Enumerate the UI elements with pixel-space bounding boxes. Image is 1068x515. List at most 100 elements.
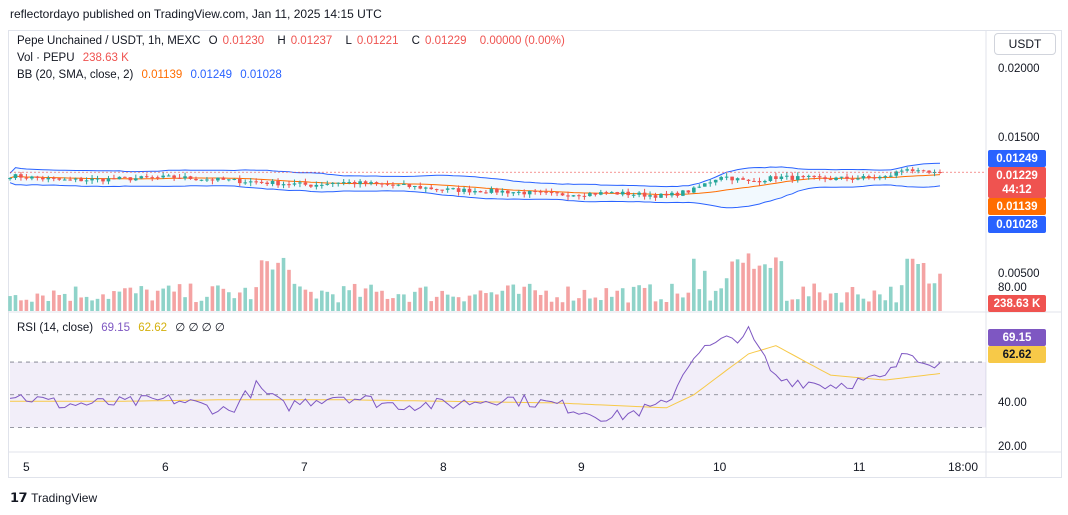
volume-bar [730, 261, 734, 311]
volume-bar [692, 258, 696, 311]
candle-body [516, 191, 521, 193]
symbol-legend[interactable]: Pepe Unchained / USDT, 1h, MEXC O 0.01230… [17, 35, 570, 47]
volume-bar [128, 287, 133, 311]
candle-body [467, 188, 472, 193]
rsi-tag: 69.15 [988, 329, 1046, 346]
candle-body [779, 176, 784, 180]
candle-body [785, 175, 789, 177]
volume-bar [560, 302, 565, 311]
candle-body [30, 176, 34, 179]
candle-body [101, 178, 105, 182]
bb-basis-tag: 0.01139 [988, 198, 1046, 215]
last-price: 0.01229 [996, 169, 1038, 182]
time-axis-label: 8 [440, 460, 447, 474]
candle-body [741, 178, 745, 180]
volume-bar [806, 296, 811, 311]
rsi-legend[interactable]: RSI (14, close) 69.15 62.62 ∅ ∅ ∅ ∅ [17, 320, 230, 334]
candle-body [347, 182, 351, 184]
candle-body [692, 187, 696, 193]
volume-bar [62, 293, 67, 311]
candle-body [287, 184, 291, 186]
volume-bar [237, 292, 242, 311]
candle-body [320, 184, 324, 186]
volume-bar [155, 290, 160, 311]
candle-body [57, 178, 62, 180]
candle-body [713, 179, 718, 183]
candle-body [823, 177, 827, 180]
candle-body [642, 192, 647, 197]
volume-bar [533, 290, 537, 311]
rsi-label: RSI (14, close) [17, 322, 94, 334]
candle-body [593, 193, 598, 195]
candle-body [13, 174, 18, 179]
time-axis-label: 6 [162, 460, 169, 474]
volume-bar [681, 297, 685, 311]
candle-body [506, 190, 510, 194]
volume-bar [57, 294, 62, 311]
volume-bar [817, 292, 822, 311]
candle-body [95, 178, 100, 180]
bb-legend[interactable]: BB (20, SMA, close, 2) 0.01139 0.01249 0… [17, 69, 287, 81]
candle-body [484, 192, 488, 194]
volume-bar [795, 299, 800, 311]
candle-body [402, 183, 406, 185]
candle-body [396, 184, 401, 186]
volume-bar [363, 288, 368, 311]
candle-body [462, 188, 466, 192]
published-header: reflectordayo published on TradingView.c… [10, 7, 382, 21]
volume-bar [839, 302, 844, 311]
chart-frame[interactable] [8, 30, 1062, 478]
volume-bar [489, 292, 494, 311]
tradingview-footer[interactable]: 𝟭𝟳 TradingView [10, 490, 97, 506]
volume-bar [473, 294, 477, 311]
time-axis-label: 10 [713, 460, 727, 474]
volume-bar [478, 290, 483, 311]
candle-body [106, 178, 111, 182]
volume-legend[interactable]: Vol · PEPU 238.63 K [17, 52, 134, 64]
volume-bar [916, 264, 920, 311]
volume-bar [724, 278, 729, 311]
candle-body [850, 178, 855, 180]
candle-body [35, 176, 40, 178]
symbol-title[interactable]: Pepe Unchained / USDT, 1h, MEXC [17, 35, 201, 47]
candle-body [522, 191, 527, 195]
candle-body [336, 182, 341, 184]
volume-bar [544, 290, 548, 311]
volume-bar [112, 291, 116, 311]
volume-bar [588, 298, 592, 311]
volume-bar [95, 298, 100, 311]
candle-body [112, 178, 116, 180]
candle-body [626, 191, 630, 196]
candle-body [210, 179, 215, 181]
volume-bar [106, 298, 111, 311]
candle-body [577, 195, 581, 197]
candle-body [828, 179, 833, 181]
candle-body [24, 177, 29, 179]
candle-body [763, 180, 767, 183]
volume-bar [101, 294, 105, 311]
volume-bar [664, 302, 669, 311]
volume-bar [511, 284, 516, 311]
candle-body [571, 195, 576, 197]
candle-body [774, 176, 778, 180]
volume-bar [314, 298, 319, 311]
volume-bar [380, 290, 384, 311]
volume-bar [582, 289, 587, 311]
volume-bar [774, 257, 778, 311]
candle-body [878, 176, 882, 179]
currency-button[interactable]: USDT [994, 33, 1056, 55]
candle-body [117, 176, 122, 180]
last-price-tag: 0.01229 44:12 [988, 167, 1046, 198]
volume-bar [358, 296, 362, 311]
candle-body [735, 178, 740, 181]
bb-upper-line [9, 162, 941, 188]
candle-body [51, 177, 56, 179]
time-axis-label: 5 [23, 460, 30, 474]
candle-body [473, 191, 477, 193]
candle-body [281, 184, 286, 186]
volume-bar [429, 301, 434, 311]
rsi-axis-label: 80.00 [998, 282, 1027, 294]
candle-body [560, 193, 565, 196]
volume-bar [527, 283, 532, 311]
